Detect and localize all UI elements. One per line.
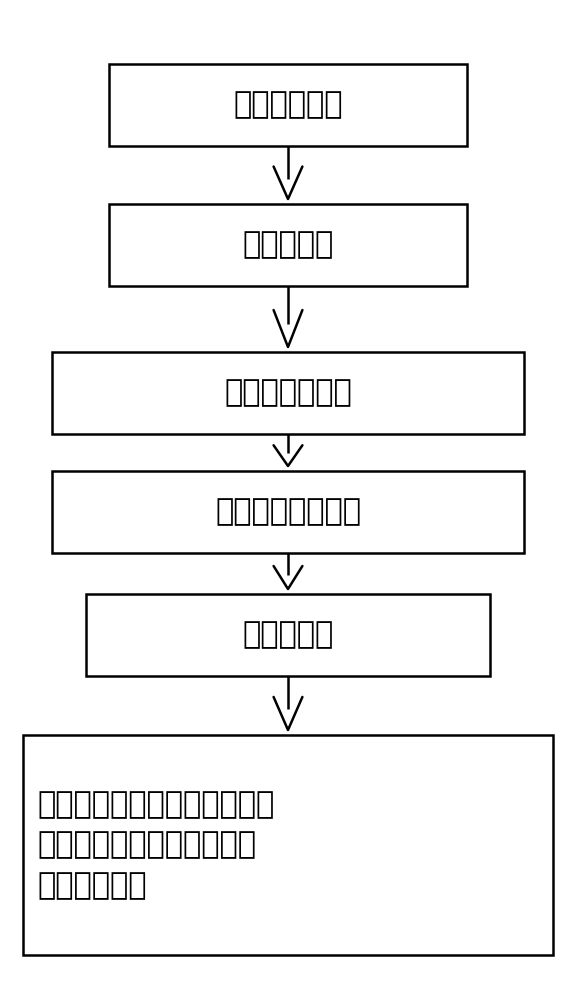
Text: 参考值测定: 参考值测定 — [242, 620, 334, 650]
Text: 高光谱数据采集: 高光谱数据采集 — [224, 378, 352, 408]
Text: 高光谱数据预处理: 高光谱数据预处理 — [215, 497, 361, 526]
Text: 数据代入、重金属含量及地理
信息的分析、绘制重金属总
体含量分布图: 数据代入、重金属含量及地理 信息的分析、绘制重金属总 体含量分布图 — [37, 790, 275, 900]
Bar — [23, 735, 553, 955]
Bar — [52, 352, 524, 434]
Bar — [109, 64, 467, 146]
Bar — [52, 471, 524, 553]
Text: 构建分析模型: 构建分析模型 — [233, 91, 343, 119]
Bar — [86, 594, 490, 676]
Bar — [109, 204, 467, 286]
Text: 网格化取样: 网格化取样 — [242, 231, 334, 259]
